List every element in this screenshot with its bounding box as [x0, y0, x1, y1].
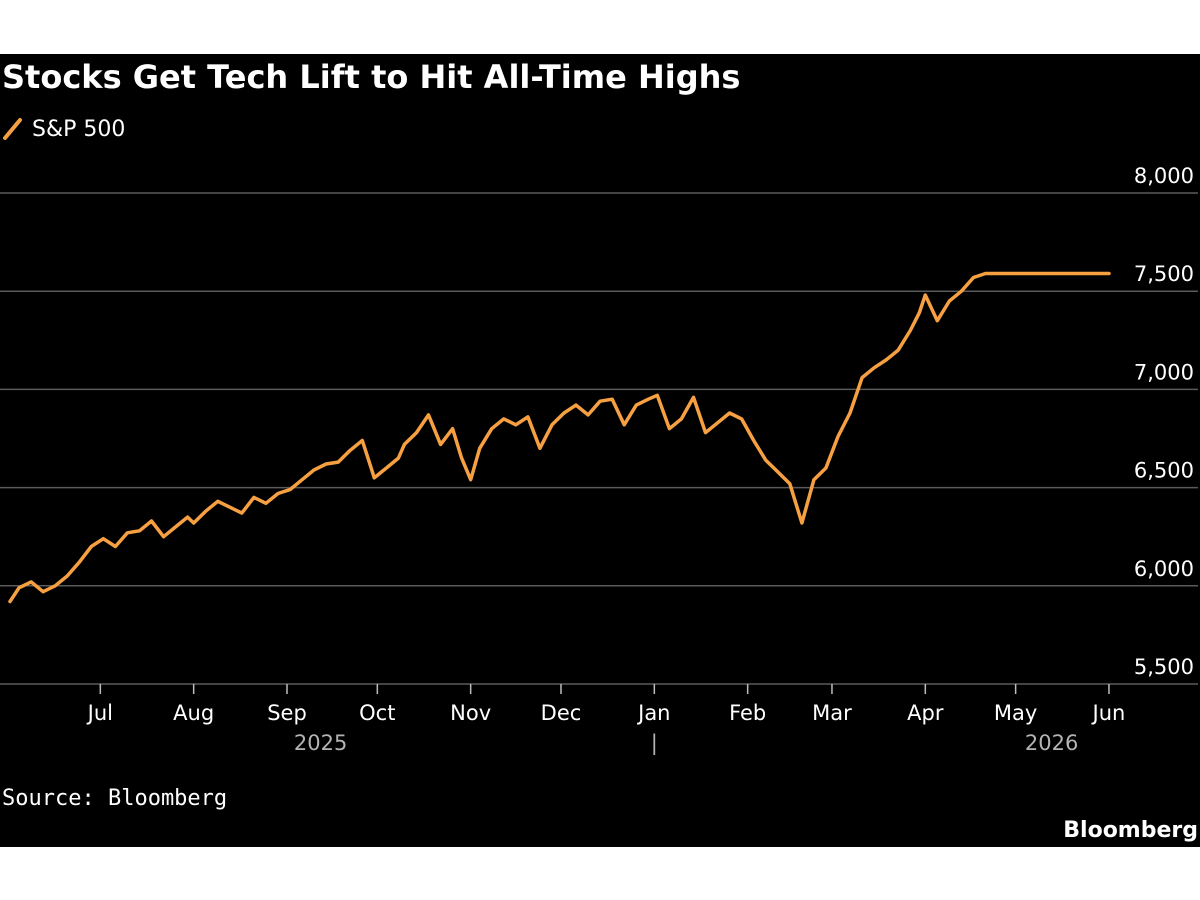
x-tick-label: Oct	[359, 701, 395, 725]
line-chart: 8,000 7,500 7,000 6,500 6,000 5,500 Jul Aug Sep…	[0, 164, 1198, 756]
legend-label: S&P 500	[32, 116, 126, 142]
chart-title: Stocks Get Tech Lift to Hit All-Time Hig…	[2, 58, 741, 96]
x-tick-label: Dec	[541, 701, 582, 725]
x-tick-label: Jan	[636, 701, 670, 725]
x-tick-label: Feb	[729, 701, 766, 725]
legend: S&P 500	[2, 116, 125, 142]
x-tick-label: Sep	[267, 701, 307, 725]
y-axis-labels: 8,000 7,500 7,000 6,500 6,000 5,500	[1134, 164, 1194, 679]
x-tick-label: Apr	[907, 701, 944, 725]
brand-logo: Bloomberg	[1063, 818, 1198, 843]
y-tick-label: 6,000	[1134, 557, 1194, 581]
series-line-sp500	[8, 271, 1111, 604]
x-tick-label: Jul	[86, 701, 113, 725]
y-tick-label: 8,000	[1134, 164, 1194, 188]
x-tick-label: May	[994, 701, 1037, 725]
x-tick-label: Aug	[173, 701, 214, 725]
year-labels: 2025 | 2026	[294, 731, 1078, 756]
series	[8, 271, 1111, 604]
x-axis: Jul Aug Sep Oct Nov Dec Jan Feb Mar Apr May Jun	[86, 684, 1126, 725]
x-tick-label: Mar	[812, 701, 852, 725]
chart-panel: Stocks Get Tech Lift to Hit All-Time Hig…	[0, 54, 1200, 847]
legend-swatch-icon	[3, 118, 22, 140]
year-label: |	[651, 731, 658, 756]
year-label: 2026	[1025, 731, 1078, 755]
y-tick-label: 6,500	[1134, 459, 1194, 483]
x-tick-label: Nov	[450, 701, 491, 725]
x-tick-label: Jun	[1091, 701, 1126, 725]
y-tick-label: 5,500	[1134, 655, 1194, 679]
y-tick-label: 7,000	[1134, 360, 1194, 384]
gridlines	[0, 192, 1198, 685]
source-note: Source: Bloomberg	[2, 786, 228, 811]
year-label: 2025	[294, 731, 347, 755]
y-tick-label: 7,500	[1134, 262, 1194, 286]
